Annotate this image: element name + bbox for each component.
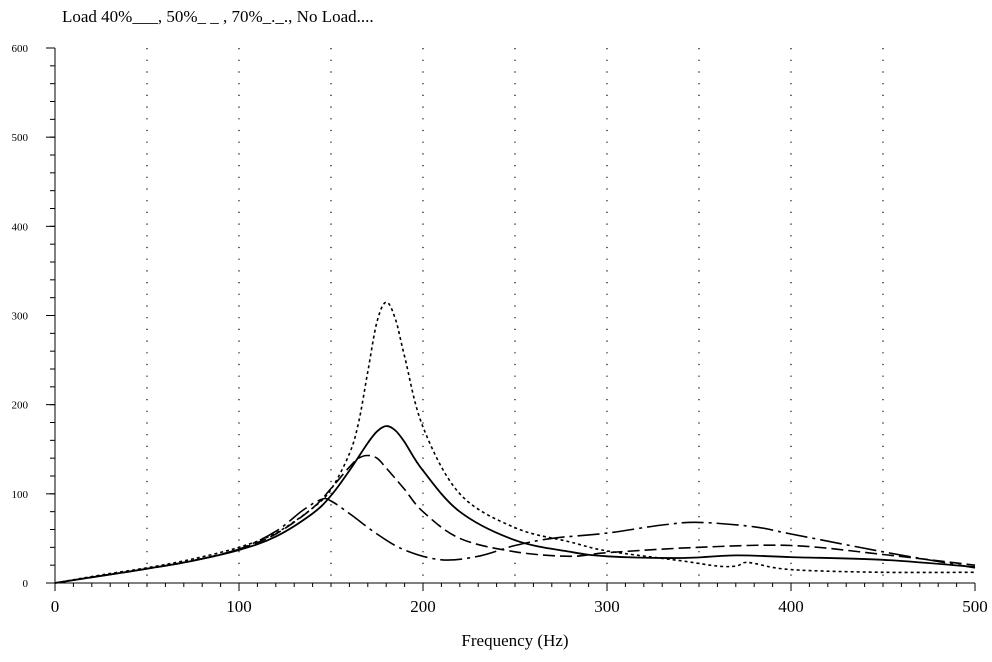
y-tick-label-300: 300 — [12, 311, 29, 323]
y-tick-label-400: 400 — [12, 221, 29, 233]
x-tick-label-400: 400 — [778, 597, 804, 616]
chart-title: Load 40%___, 50%_ _ , 70%_._., No Load..… — [62, 7, 374, 26]
x-tick-label-0: 0 — [51, 597, 60, 616]
x-tick-label-200: 200 — [410, 597, 436, 616]
x-tick-label-500: 500 — [962, 597, 988, 616]
series-line-solid — [54, 425, 976, 584]
y-tick-label-200: 200 — [12, 400, 29, 412]
x-tick-label-300: 300 — [594, 597, 620, 616]
x-tick-label-100: 100 — [226, 597, 252, 616]
y-tick-label-0: 0 — [23, 578, 29, 590]
y-tick-label-100: 100 — [12, 489, 29, 501]
series-line-dotted — [54, 301, 976, 584]
x-axis-label: Frequency (Hz) — [461, 631, 568, 650]
y-tick-label-500: 500 — [12, 132, 29, 144]
series-line-dash-dot — [54, 497, 976, 584]
y-tick-label-600: 600 — [12, 43, 29, 55]
